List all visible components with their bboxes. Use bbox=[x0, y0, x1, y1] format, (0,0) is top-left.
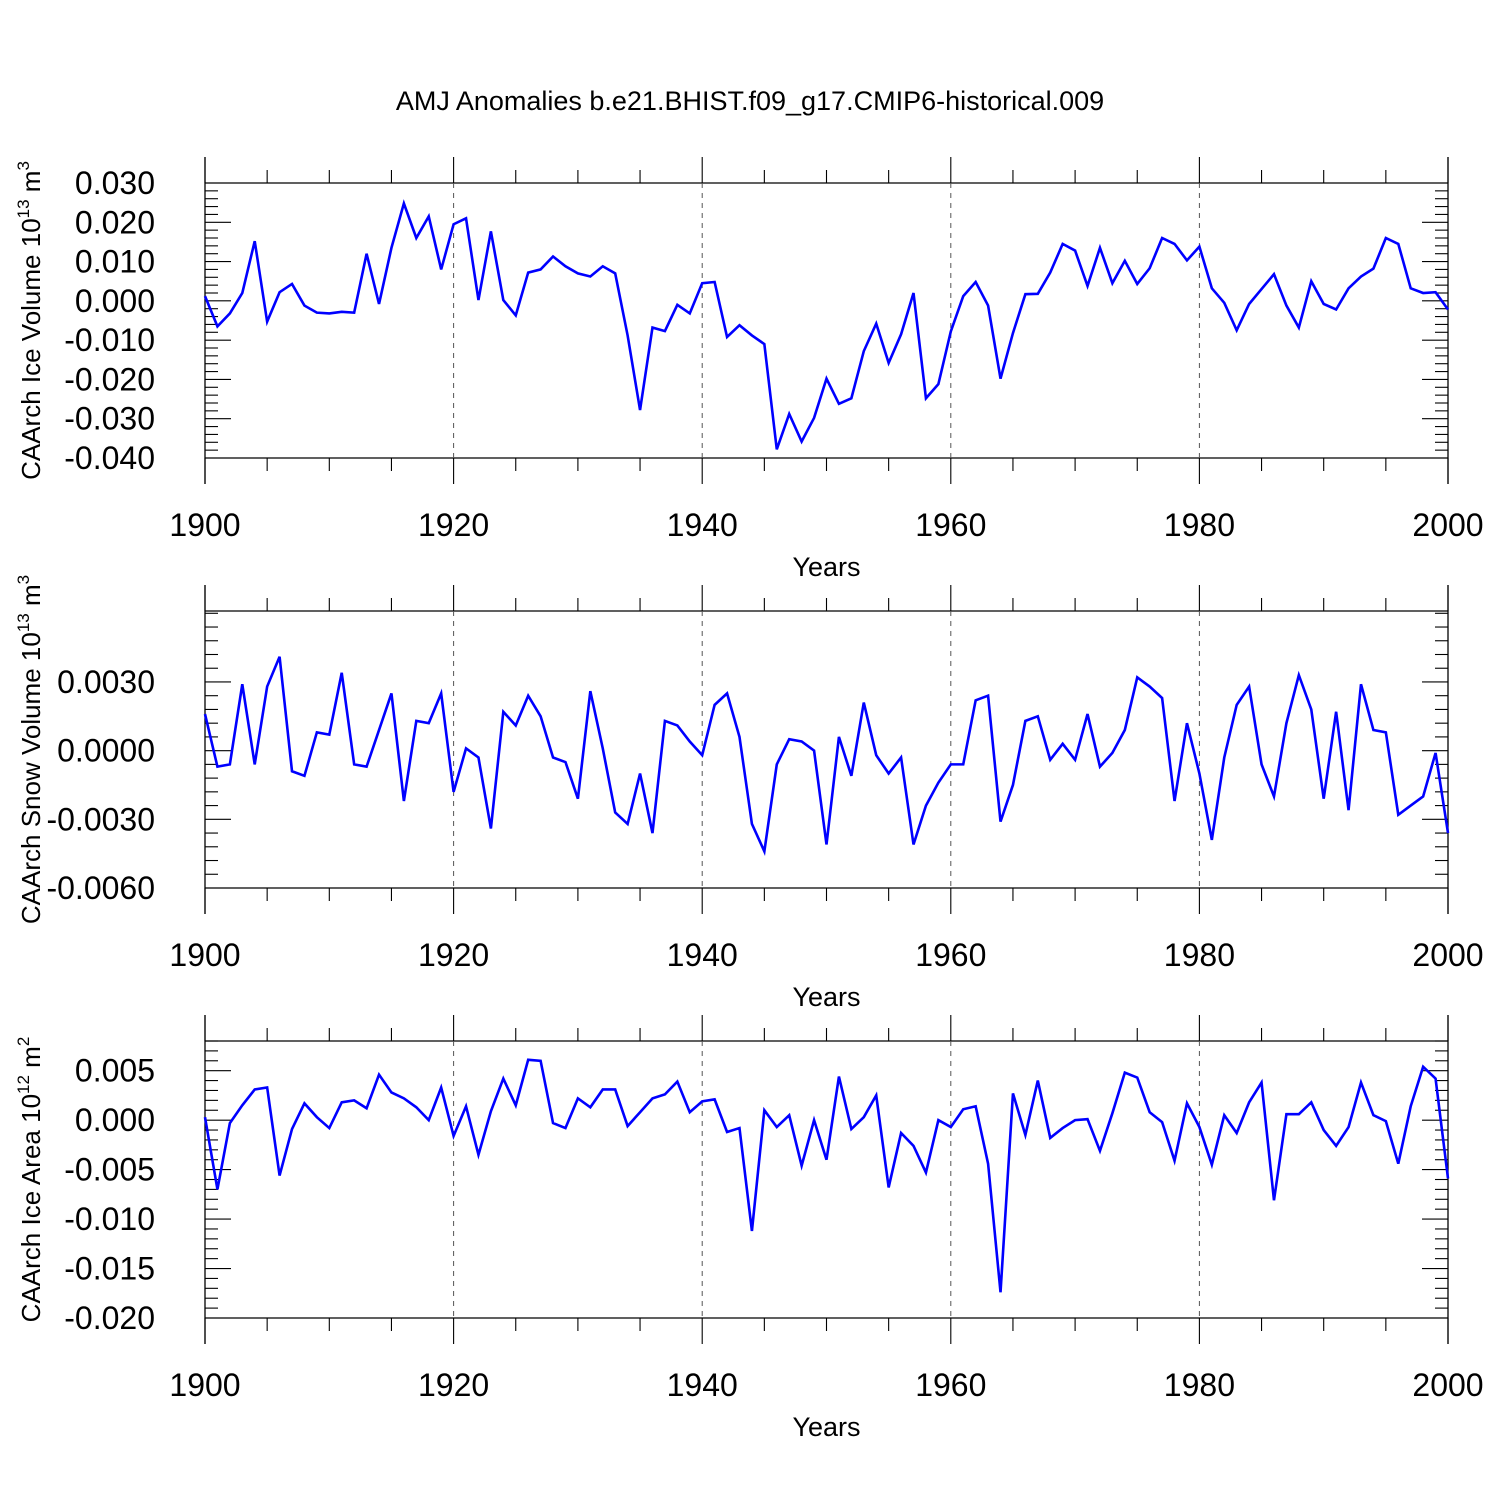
ice-volume-ytick-label: 0.030 bbox=[75, 165, 155, 201]
ice-area-ylabel-unit-exp: 2 bbox=[14, 1037, 33, 1046]
ice-area-xtick-label: 1980 bbox=[1164, 1367, 1235, 1403]
ice-volume-ytick-label: -0.020 bbox=[64, 361, 155, 397]
snow-volume-series-line bbox=[203, 656, 1450, 856]
ice-area-ylabel-unit: m bbox=[16, 1046, 46, 1075]
ice-volume-ytick-label: -0.030 bbox=[64, 401, 155, 437]
ice-volume-xtick-label: 1980 bbox=[1164, 507, 1235, 543]
snow-volume-xtick-label: 1900 bbox=[169, 937, 240, 973]
ice-volume-ylabel: CAArch Ice Volume 1013 m3 bbox=[14, 161, 46, 480]
ice-area-ytick-label: -0.005 bbox=[64, 1152, 155, 1188]
ice-volume-xtick-label: 1960 bbox=[915, 507, 986, 543]
snow-volume-ytick-label: -0.0030 bbox=[46, 801, 155, 837]
snow-volume-panel: 1900 1920 1940 1960 1980 2000 Years -0.0060 -0.0… bbox=[14, 575, 1484, 1012]
ice-volume-ytick-label: -0.040 bbox=[64, 440, 155, 476]
ice-volume-ylabel-exp: 13 bbox=[14, 199, 33, 218]
snow-volume-ylabel: CAArch Snow Volume 1013 m3 bbox=[14, 575, 46, 924]
ice-area-ytick-label: -0.010 bbox=[64, 1201, 155, 1237]
snow-volume-ytick-label: -0.0060 bbox=[46, 870, 155, 906]
ice-area-panel: 1900 1920 1940 1960 1980 2000 Years -0.020 -0.01… bbox=[14, 1015, 1484, 1442]
ice-area-xtick-label: 1900 bbox=[169, 1367, 240, 1403]
ice-area-ytick-label: 0.005 bbox=[75, 1053, 155, 1089]
ice-volume-xlabel: Years bbox=[792, 552, 860, 582]
ice-area-xtick-label: 1960 bbox=[915, 1367, 986, 1403]
snow-volume-ylabel-unit-exp: 3 bbox=[14, 575, 33, 584]
ice-area-ytick-label: -0.015 bbox=[64, 1251, 155, 1287]
snow-volume-ylabel-exp: 13 bbox=[14, 613, 33, 632]
ice-area-xtick-label: 1940 bbox=[667, 1367, 738, 1403]
ice-area-xtick-label: 1920 bbox=[418, 1367, 489, 1403]
ice-area-xlabel: Years bbox=[792, 1412, 860, 1442]
ice-volume-xtick-label: 1920 bbox=[418, 507, 489, 543]
ice-volume-panel: 1900 1920 1940 1960 1980 2000 Years -0.040-0.03… bbox=[14, 157, 1484, 582]
ice-volume-ytick-label: 0.020 bbox=[75, 204, 155, 240]
snow-volume-xlabel: Years bbox=[792, 982, 860, 1012]
snow-volume-ylabel-main: CAArch Snow Volume 10 bbox=[16, 632, 46, 924]
ice-area-xtick-label: 2000 bbox=[1412, 1367, 1483, 1403]
ice-volume-ylabel-unit: m bbox=[16, 171, 46, 200]
ice-area-ytick-label: -0.020 bbox=[64, 1300, 155, 1336]
snow-volume-xtick-label: 1980 bbox=[1164, 937, 1235, 973]
snow-volume-ylabel-unit: m bbox=[16, 584, 46, 613]
figure-title: AMJ Anomalies b.e21.BHIST.f09_g17.CMIP6-… bbox=[396, 86, 1104, 116]
snow-volume-xtick-label: 2000 bbox=[1412, 937, 1483, 973]
snow-volume-xtick-label: 1940 bbox=[667, 937, 738, 973]
ice-area-ylabel: CAArch Ice Area 1012 m2 bbox=[14, 1037, 46, 1323]
snow-volume-xtick-label: 1920 bbox=[418, 937, 489, 973]
ice-area-ylabel-main: CAArch Ice Area 10 bbox=[16, 1094, 46, 1322]
ice-volume-ytick-label: -0.010 bbox=[64, 322, 155, 358]
ice-volume-ylabel-unit-exp: 3 bbox=[14, 161, 33, 170]
snow-volume-xtick-label: 1960 bbox=[915, 937, 986, 973]
ice-area-ylabel-exp: 12 bbox=[14, 1075, 33, 1094]
ice-area-series-line bbox=[203, 1058, 1450, 1293]
ice-volume-series-line bbox=[203, 199, 1450, 450]
ice-volume-ytick-label: 0.010 bbox=[75, 244, 155, 280]
ice-volume-ylabel-main: CAArch Ice Volume 10 bbox=[16, 218, 46, 480]
ice-volume-xtick-label: 1940 bbox=[667, 507, 738, 543]
ice-volume-xtick-label: 2000 bbox=[1412, 507, 1483, 543]
ice-area-ytick-label: 0.000 bbox=[75, 1102, 155, 1138]
ice-volume-xtick-label: 1900 bbox=[169, 507, 240, 543]
snow-volume-ytick-label: 0.0030 bbox=[57, 664, 155, 700]
ice-volume-ytick-label: 0.000 bbox=[75, 283, 155, 319]
snow-volume-ytick-label: 0.0000 bbox=[57, 733, 155, 769]
